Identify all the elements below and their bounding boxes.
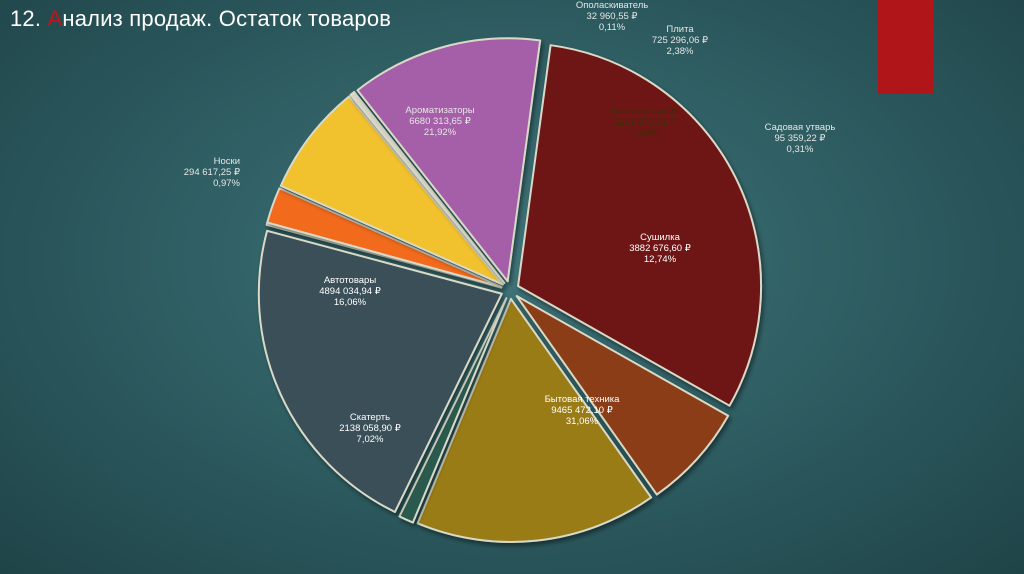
slice-name: Носки <box>214 156 240 167</box>
slice-label-1: Ополаскиватель 32 960,55 ₽0,11% <box>576 0 648 33</box>
slice-name: Ополаскиватель <box>576 0 648 11</box>
slice-name: Автотовары <box>324 275 377 286</box>
slice-label-10: Ароматизаторы 6680 313,65 ₽21,92% <box>405 105 474 138</box>
pie-slices <box>257 37 763 543</box>
pie-slice-7 <box>515 295 730 496</box>
slice-percent: 0,31% <box>787 144 814 155</box>
slice-label-8: Автотовары 4894 034,94 ₽16,06% <box>319 275 381 308</box>
slice-value: 725 296,06 ₽ <box>652 35 709 46</box>
slice-name: Скатерть <box>350 412 390 423</box>
pie-slice-4 <box>349 90 506 284</box>
slice-percent: 21,92% <box>424 127 457 138</box>
slice-label-9: Носки 294 617,25 ₽0,97% <box>184 156 241 189</box>
accent-bar <box>878 0 934 94</box>
slice-value: 95 359,22 ₽ <box>775 133 827 144</box>
slice-name: Сушилка <box>640 232 680 243</box>
pie-slice-5 <box>356 37 542 283</box>
pie-slice-9 <box>398 297 508 524</box>
slice-label-6: Бытовая техника 9465 472,10 ₽31,06% <box>545 394 621 427</box>
title-number: 12. <box>10 6 42 31</box>
pie-slice-2 <box>266 187 503 288</box>
slice-percent: 16,06% <box>334 297 367 308</box>
slice-percent: 12,74% <box>644 254 677 265</box>
slice-name: Бытовая химия <box>611 106 679 117</box>
slide-title: 12. Анализ продаж. Остаток товаров <box>10 6 391 32</box>
slice-percent: 2,38% <box>667 46 694 57</box>
pie-slice-3 <box>279 95 504 286</box>
pie-slice-8 <box>416 297 653 543</box>
slice-value: 2262 976,71 ₽ <box>614 117 676 128</box>
slice-value: 6680 313,65 ₽ <box>409 116 471 127</box>
slice-percent: 0,97% <box>213 178 240 189</box>
pie-labels: Ополаскиватель 32 960,55 ₽0,11% Плита 725 2… <box>184 0 836 445</box>
pie-slice-10 <box>257 229 503 513</box>
title-text: нализ продаж. Остаток товаров <box>62 6 392 31</box>
slice-value: 294 617,25 ₽ <box>184 167 241 178</box>
slice-name: Бытовая техника <box>545 394 621 405</box>
slice-value: 9465 472,10 ₽ <box>551 405 613 416</box>
slice-percent: 7,43% <box>632 128 659 139</box>
slice-percent: 0,11% <box>599 22 626 33</box>
slice-value: 3882 676,60 ₽ <box>629 243 691 254</box>
slice-label-5: Сушилка 3882 676,60 ₽12,74% <box>629 232 691 265</box>
slice-percent: 31,06% <box>566 416 599 427</box>
slice-label-2: Плита 725 296,06 ₽2,38% <box>652 24 709 57</box>
pie-slice-6 <box>517 44 763 407</box>
slice-percent: 7,02% <box>357 434 384 445</box>
slice-label-4: Садовая утварь 95 359,22 ₽0,31% <box>765 122 836 155</box>
slice-value: 32 960,55 ₽ <box>587 11 639 22</box>
slice-value: 4894 034,94 ₽ <box>319 286 381 297</box>
slice-name: Садовая утварь <box>765 122 836 133</box>
slice-name: Ароматизаторы <box>405 105 474 116</box>
slice-value: 2138 058,90 ₽ <box>339 423 401 434</box>
title-accent-letter: А <box>47 6 63 31</box>
slice-label-3: Бытовая химия 2262 976,71 ₽7,43% <box>611 106 679 139</box>
slice-name: Плита <box>666 24 694 35</box>
slice-label-7: Скатерть 2138 058,90 ₽7,02% <box>339 412 401 445</box>
